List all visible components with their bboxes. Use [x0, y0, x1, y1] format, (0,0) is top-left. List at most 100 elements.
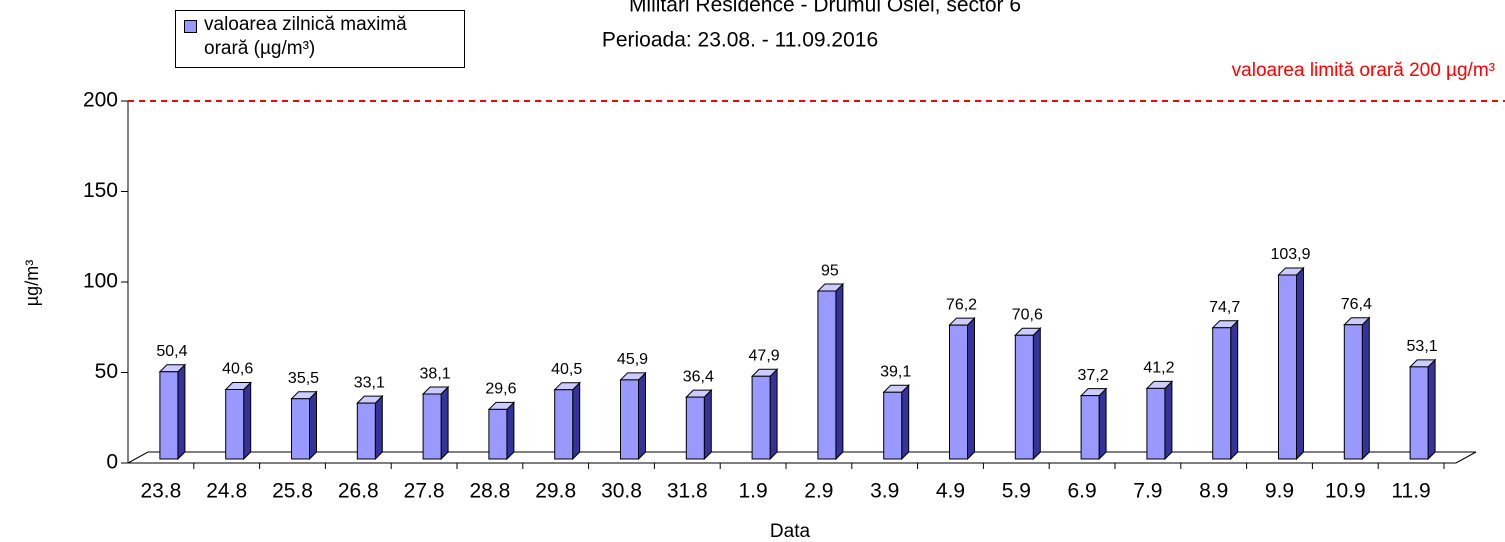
- x-tick-label: 31.8: [667, 480, 708, 503]
- chart-title: Militari Residence - Drumul Osiei, secto…: [629, 0, 1021, 17]
- bar: [685, 388, 713, 461]
- bar-face: [243, 381, 252, 461]
- bar: [290, 390, 318, 461]
- value-label: 53,1: [1407, 338, 1438, 355]
- y-tick-label: 200: [83, 89, 118, 112]
- x-tick-label: 10.9: [1325, 480, 1366, 503]
- x-tick-label: 3.9: [870, 480, 899, 503]
- bar-face: [817, 290, 837, 460]
- bar-face: [1427, 358, 1436, 461]
- y-axis-label: µg/m³: [22, 260, 42, 306]
- bar: [1014, 327, 1042, 461]
- bar: [1079, 387, 1108, 461]
- value-label: 39,1: [880, 363, 911, 380]
- x-tick-label: 11.9: [1391, 480, 1430, 503]
- chart-subtitle: Perioada: 23.08. - 11.09.2016: [602, 29, 878, 52]
- y-tick-label: 150: [83, 179, 118, 202]
- value-label: 29,6: [485, 381, 516, 398]
- bar: [619, 371, 647, 461]
- bar: [882, 384, 910, 461]
- x-tick-label: 2.9: [804, 480, 833, 503]
- bar-face: [1164, 380, 1173, 461]
- bar-face: [1278, 274, 1297, 460]
- x-tick-label: 29.8: [535, 480, 576, 503]
- y-tick-label: 0: [106, 451, 118, 474]
- x-tick-label: 4.9: [936, 480, 965, 503]
- bar: [1211, 319, 1239, 461]
- bar: [224, 381, 252, 461]
- value-label: 40,6: [222, 361, 253, 378]
- value-label: 40,5: [551, 361, 582, 378]
- value-label: 33,1: [354, 374, 385, 391]
- value-label: 38,1: [420, 365, 451, 382]
- bar-face: [572, 381, 581, 461]
- bar-face: [1230, 319, 1239, 461]
- bar-face: [685, 396, 705, 460]
- bar-face: [901, 384, 910, 461]
- value-label: 47,9: [749, 348, 780, 365]
- bar-face: [1032, 327, 1041, 461]
- y-tick-label: 50: [95, 360, 118, 383]
- bar-face: [356, 402, 376, 460]
- bar: [421, 385, 450, 461]
- value-label: 74,7: [1209, 299, 1240, 316]
- value-label: 70,6: [1012, 306, 1043, 323]
- bar-face: [1212, 327, 1232, 460]
- floor: [127, 451, 1477, 464]
- value-label: 50,4: [156, 343, 187, 360]
- bar-face: [422, 393, 442, 460]
- x-tick-label: 23.8: [140, 480, 181, 503]
- bar-face: [554, 389, 574, 460]
- bar-face: [309, 390, 317, 461]
- bar-face: [177, 363, 186, 461]
- bar: [158, 363, 187, 461]
- x-tick-label: 6.9: [1067, 480, 1096, 503]
- value-label: 36,4: [683, 368, 714, 385]
- bar-face: [638, 371, 646, 461]
- bar: [487, 401, 516, 461]
- bar-face: [440, 385, 449, 461]
- bar: [816, 282, 845, 461]
- bar-face: [291, 398, 310, 460]
- bar-face: [620, 379, 639, 460]
- x-axis-label: Data: [770, 521, 811, 542]
- bar-face: [883, 391, 903, 460]
- value-label: 76,4: [1341, 296, 1372, 313]
- bar-face: [225, 389, 245, 460]
- value-label: 35,5: [288, 370, 319, 387]
- value-label: 95: [821, 262, 839, 279]
- bar-face: [1014, 334, 1034, 460]
- x-tick-label: 25.8: [272, 480, 313, 503]
- bar-face: [703, 388, 712, 461]
- value-label: 76,2: [946, 296, 977, 313]
- x-tick-label: 5.9: [1002, 480, 1031, 503]
- bar: [553, 381, 581, 461]
- value-label: 103,9: [1270, 246, 1310, 263]
- x-tick-label: 26.8: [338, 480, 379, 503]
- bar-face: [751, 375, 771, 460]
- bar-face: [1080, 395, 1100, 460]
- x-tick-label: 27.8: [404, 480, 445, 503]
- bar: [1145, 380, 1174, 461]
- x-tick-label: 30.8: [601, 480, 642, 503]
- value-label: 37,2: [1078, 367, 1109, 384]
- x-tick-label: 9.9: [1265, 480, 1294, 503]
- bar-face: [374, 394, 383, 461]
- legend-swatch: [184, 20, 197, 33]
- bar: [1408, 358, 1437, 461]
- x-tick-label: 1.9: [738, 480, 767, 503]
- bar-face: [1361, 316, 1370, 461]
- bar-face: [159, 371, 179, 460]
- bar: [948, 316, 976, 461]
- x-tick-label: 7.9: [1133, 480, 1162, 503]
- x-tick-label: 8.9: [1199, 480, 1228, 503]
- bar-face: [1098, 387, 1107, 461]
- limit-label: valoarea limită orară 200 µg/m³: [1232, 60, 1495, 81]
- bar-face: [1146, 387, 1166, 460]
- value-label: 41,2: [1143, 360, 1174, 377]
- bar: [1343, 316, 1371, 461]
- bar-face: [1296, 266, 1304, 461]
- bar-face: [488, 408, 508, 460]
